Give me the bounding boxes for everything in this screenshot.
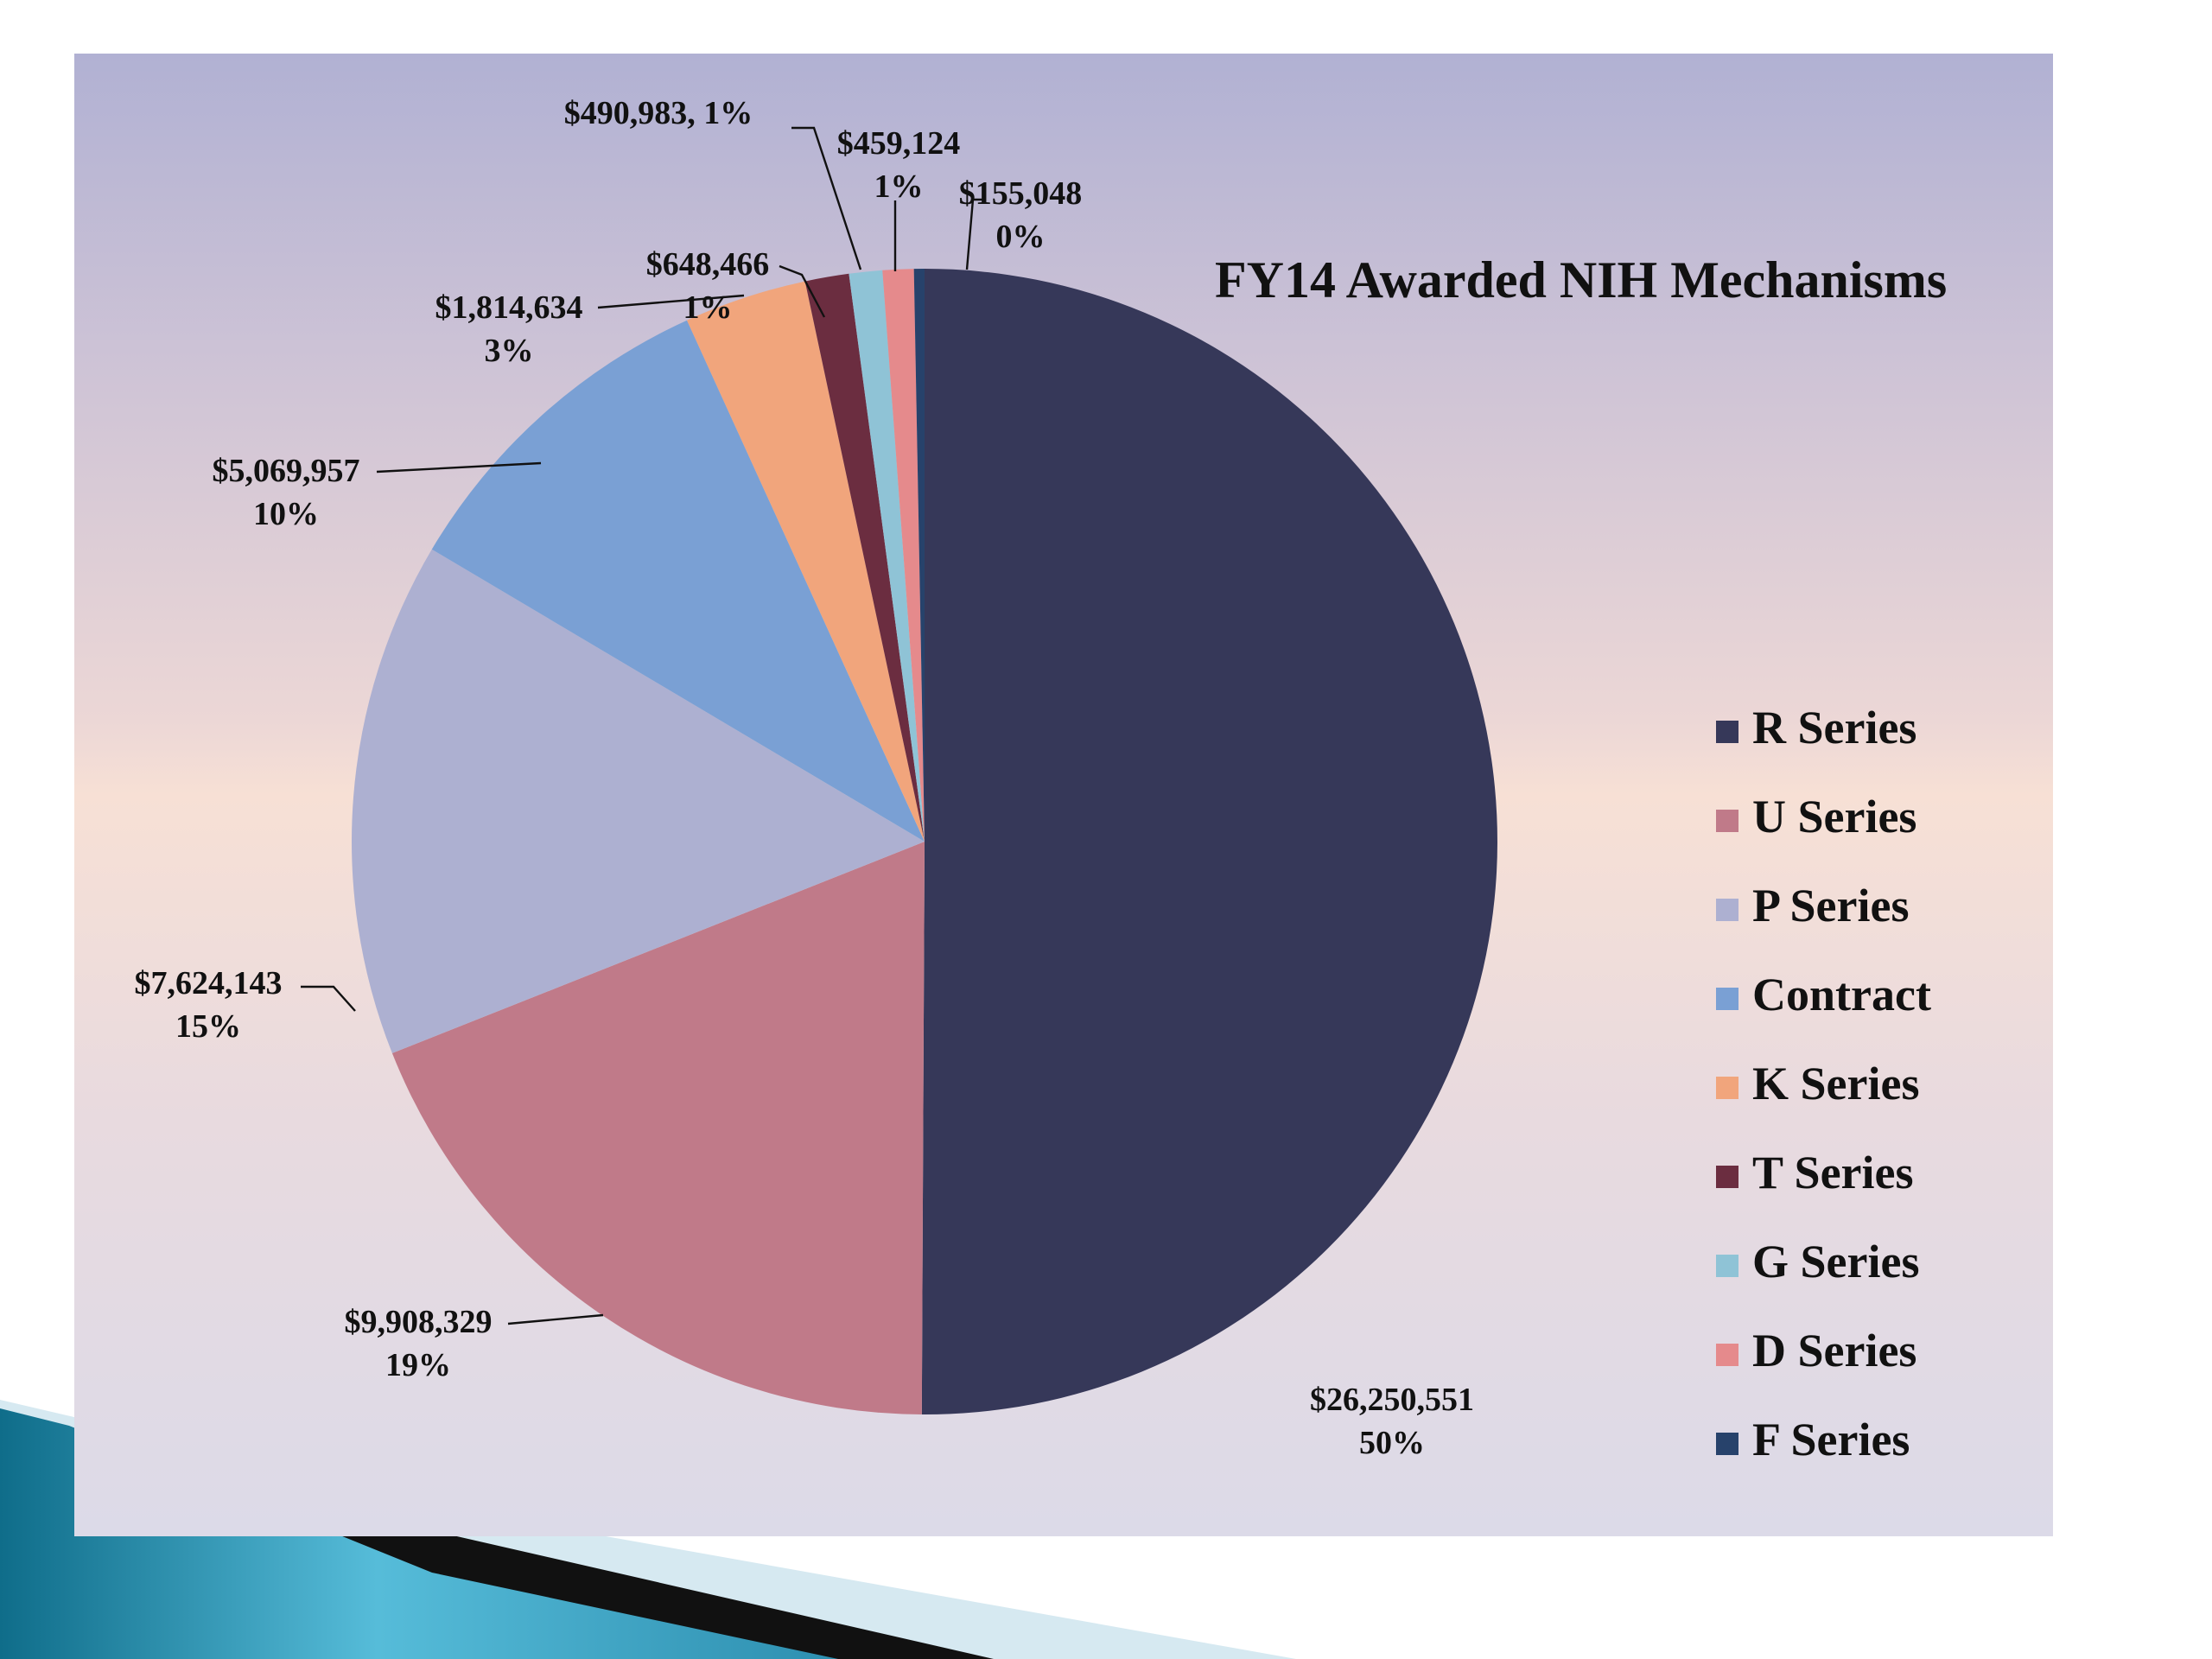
data-label-value: $5,069,957 [213, 453, 360, 489]
leader-line [779, 264, 826, 318]
pie-slice-u-series [391, 842, 925, 1414]
leader-lines [301, 126, 983, 1325]
data-label-percent: 0% [996, 219, 1046, 255]
leader-line [507, 1313, 604, 1325]
data-label-value: $9,908,329 [345, 1304, 493, 1340]
pie-slice-p-series [351, 549, 925, 1053]
legend-label: F Series [1752, 1414, 1910, 1465]
legend-label: G Series [1752, 1236, 1919, 1287]
pie-slice-contract [431, 320, 925, 842]
legend-label: U Series [1752, 791, 1916, 842]
legend-swatch [1716, 1255, 1738, 1277]
leader-line [376, 461, 542, 474]
legend-swatch [1716, 1077, 1738, 1099]
pie-chart: FY14 Awarded NIH Mechanisms $26,250,551 5… [135, 95, 1948, 1465]
legend-label: D Series [1752, 1325, 1916, 1376]
data-label-value: $648,466 [646, 246, 770, 283]
swoosh-blue [0, 1408, 838, 1659]
data-label-value: $459,124 [837, 125, 961, 162]
pie-slices [351, 269, 1497, 1415]
legend-label: P Series [1752, 880, 1909, 931]
data-label-percent: 1% [683, 289, 733, 326]
legend-label: T Series [1752, 1147, 1914, 1198]
legend-label: R Series [1752, 702, 1916, 753]
pie-slice-g-series [849, 270, 925, 842]
data-label-value: $1,814,634 [435, 289, 583, 326]
legend-swatch [1716, 721, 1738, 743]
chart-panel: FY14 Awarded NIH Mechanisms $26,250,551 5… [74, 54, 2053, 1536]
legend-swatch [1716, 899, 1738, 921]
leader-line [597, 294, 745, 309]
pie-slice-t-series [804, 273, 925, 842]
data-label-value: $490,983, 1% [564, 95, 753, 131]
leader-line [301, 985, 356, 1012]
legend-swatch [1716, 1344, 1738, 1366]
legend-swatch [1716, 1433, 1738, 1455]
data-label-percent: 50% [1359, 1425, 1425, 1461]
data-label-percent: 15% [175, 1008, 241, 1045]
legend-swatch [1716, 988, 1738, 1010]
data-label-percent: 10% [253, 496, 319, 532]
pie-slice-d-series [882, 269, 925, 842]
pie-slice-f-series [913, 269, 925, 842]
data-label-value: $26,250,551 [1310, 1382, 1474, 1418]
data-label-value: $155,048 [959, 175, 1083, 212]
leader-line [791, 126, 862, 270]
data-label-percent: 19% [385, 1347, 451, 1383]
pie-slice-r-series [921, 269, 1497, 1415]
data-label-percent: 1% [874, 168, 924, 205]
legend-swatch [1716, 810, 1738, 832]
legend: R Series U Series P Series Contract K Series… [1716, 702, 1931, 1465]
legend-swatch [1716, 1166, 1738, 1188]
chart-title: FY14 Awarded NIH Mechanisms [1215, 251, 1947, 308]
legend-label: Contract [1752, 969, 1931, 1020]
leader-line [965, 198, 983, 270]
legend-label: K Series [1752, 1058, 1919, 1109]
data-label-value: $7,624,143 [135, 965, 283, 1001]
data-labels: $26,250,551 50% $9,908,329 19% $7,624,143 15%… [135, 95, 1475, 1461]
data-label-percent: 3% [485, 333, 534, 369]
pie-slice-k-series [687, 281, 925, 842]
